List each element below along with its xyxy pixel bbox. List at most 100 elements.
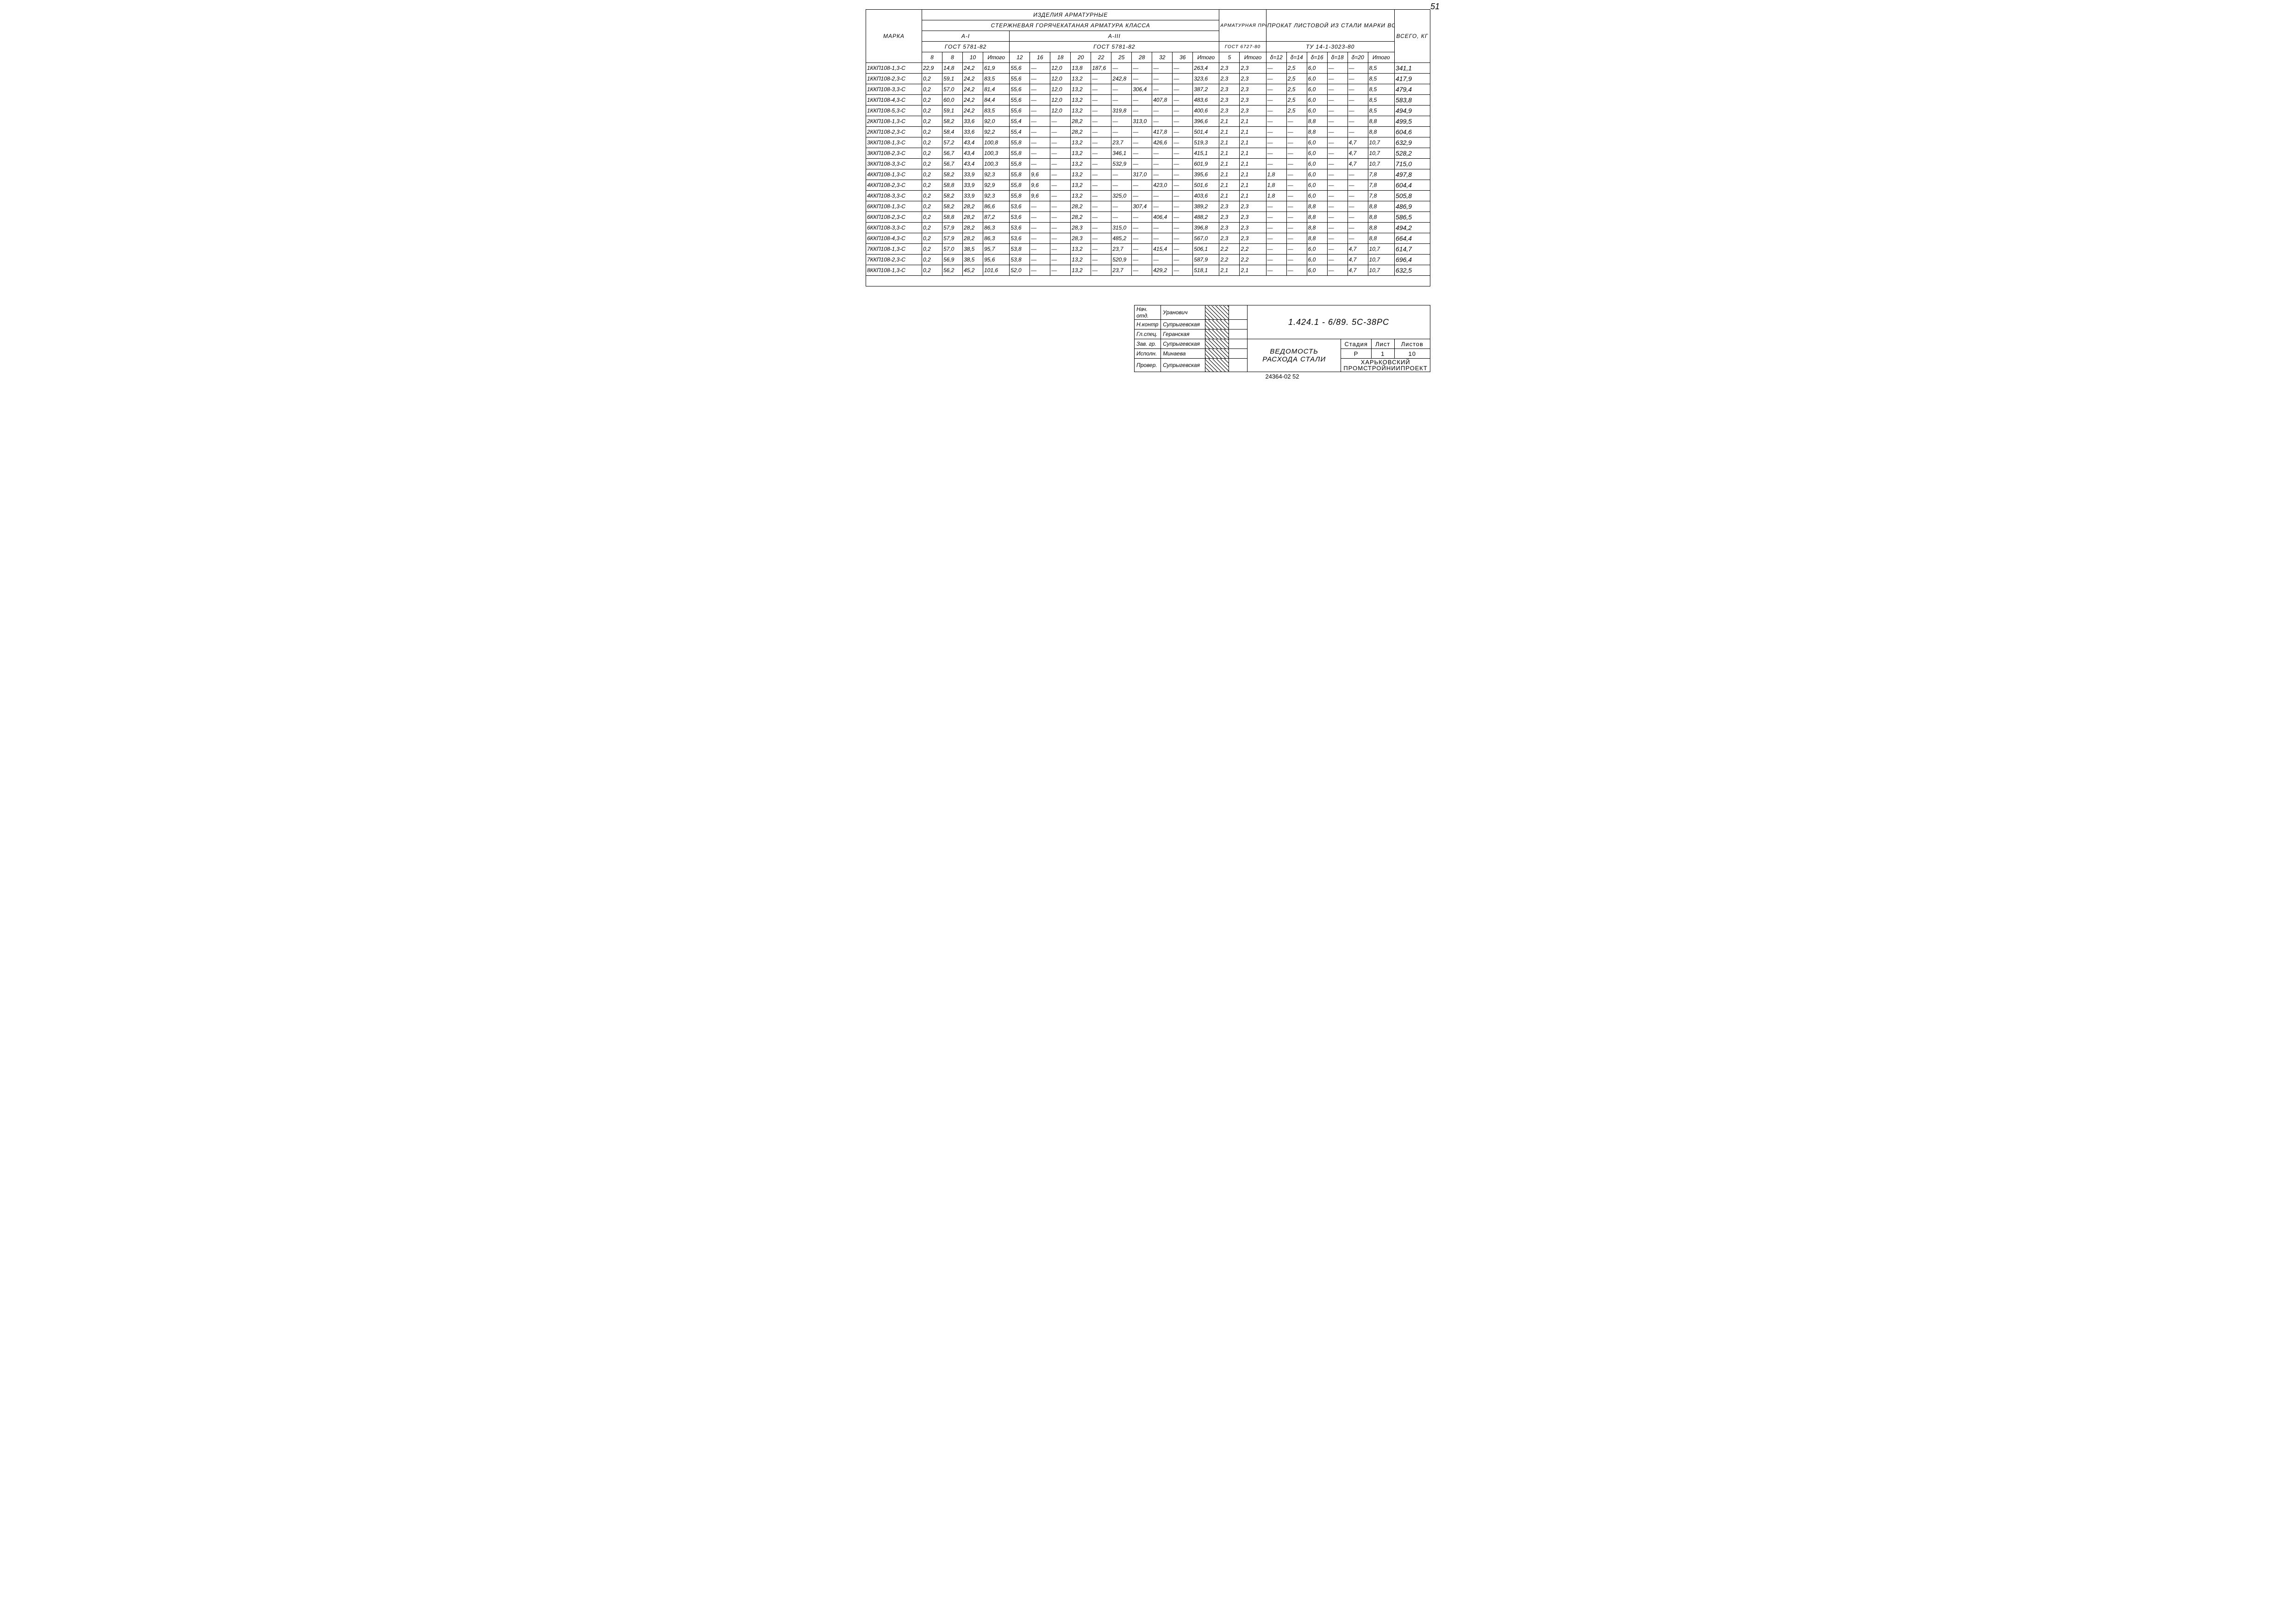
col-a1-1: 8 <box>942 52 963 63</box>
value-cell: 58,2 <box>942 191 963 201</box>
value-cell: 2,3 <box>1240 84 1266 95</box>
value-cell: 396,6 <box>1193 116 1219 127</box>
value-cell: 346,1 <box>1111 148 1132 159</box>
value-cell: 28,2 <box>963 223 983 233</box>
value-cell: 28,3 <box>1071 233 1091 244</box>
value-cell: — <box>1132 212 1152 223</box>
value-cell: 2,2 <box>1219 244 1240 255</box>
value-cell: — <box>1132 255 1152 265</box>
value-cell: 24,2 <box>963 63 983 74</box>
value-cell: 28,2 <box>963 201 983 212</box>
value-cell: — <box>1152 201 1173 212</box>
value-cell: 53,6 <box>1010 233 1030 244</box>
value-cell: 55,4 <box>1010 127 1030 137</box>
total-cell: 499,5 <box>1394 116 1430 127</box>
marka-cell: 2ККП108-2,3-С <box>866 127 922 137</box>
value-cell: — <box>1132 137 1152 148</box>
value-cell: 9,6 <box>1030 180 1050 191</box>
marka-cell: 4ККП108-2,3-С <box>866 180 922 191</box>
value-cell: — <box>1266 212 1286 223</box>
value-cell: 2,1 <box>1240 116 1266 127</box>
value-cell: — <box>1030 255 1050 265</box>
table-row: 6ККП108-4,3-С0,257,928,286,353,6——28,3—4… <box>866 233 1430 244</box>
total-cell: 486,9 <box>1394 201 1430 212</box>
value-cell: 7,8 <box>1368 191 1394 201</box>
value-cell: 417,8 <box>1152 127 1173 137</box>
value-cell: — <box>1266 74 1286 84</box>
value-cell: — <box>1091 244 1111 255</box>
marka-cell: 4ККП108-1,3-С <box>866 169 922 180</box>
value-cell: — <box>1286 255 1307 265</box>
value-cell: 2,3 <box>1219 84 1240 95</box>
value-cell: 13,2 <box>1071 84 1091 95</box>
value-cell: 6,0 <box>1307 169 1327 180</box>
table-row: 6ККП108-1,3-С0,258,228,286,653,6——28,2——… <box>866 201 1430 212</box>
value-cell: — <box>1327 212 1348 223</box>
stage-v2: 10 <box>1394 349 1430 359</box>
value-cell: 33,9 <box>963 169 983 180</box>
value-cell: — <box>1030 201 1050 212</box>
col-a1-3: Итого <box>983 52 1010 63</box>
value-cell: — <box>1132 148 1152 159</box>
value-cell: 319,8 <box>1111 106 1132 116</box>
value-cell: — <box>1030 265 1050 276</box>
value-cell: — <box>1050 159 1071 169</box>
value-cell: 2,3 <box>1240 106 1266 116</box>
value-cell: 58,2 <box>942 169 963 180</box>
value-cell: 429,2 <box>1152 265 1173 276</box>
value-cell: 7,8 <box>1368 169 1394 180</box>
doc-title-2: РАСХОДА СТАЛИ <box>1262 355 1326 363</box>
value-cell: 2,1 <box>1219 116 1240 127</box>
value-cell: 587,9 <box>1193 255 1219 265</box>
value-cell: 28,2 <box>1071 201 1091 212</box>
value-cell: 317,0 <box>1132 169 1152 180</box>
value-cell: 2,3 <box>1240 212 1266 223</box>
value-cell: 315,0 <box>1111 223 1132 233</box>
hdr-tu: ТУ 14-1-3023-80 <box>1266 42 1394 52</box>
value-cell: 55,8 <box>1010 137 1030 148</box>
value-cell: 2,2 <box>1240 255 1266 265</box>
value-cell: — <box>1132 63 1152 74</box>
value-cell: — <box>1348 95 1368 106</box>
value-cell: 263,4 <box>1193 63 1219 74</box>
value-cell: 2,3 <box>1240 95 1266 106</box>
value-cell: 6,0 <box>1307 265 1327 276</box>
value-cell: — <box>1286 212 1307 223</box>
value-cell: — <box>1050 148 1071 159</box>
value-cell: 24,2 <box>963 84 983 95</box>
marka-cell: 2ККП108-1,3-С <box>866 116 922 127</box>
value-cell: — <box>1348 233 1368 244</box>
value-cell: — <box>1327 159 1348 169</box>
value-cell: — <box>1286 116 1307 127</box>
value-cell: 2,1 <box>1240 137 1266 148</box>
marka-cell: 3ККП108-3,3-С <box>866 159 922 169</box>
value-cell: — <box>1327 137 1348 148</box>
value-cell: 55,8 <box>1010 180 1030 191</box>
value-cell: — <box>1348 180 1368 191</box>
value-cell: — <box>1152 191 1173 201</box>
value-cell: 0,2 <box>922 255 942 265</box>
col-a3-4: 22 <box>1091 52 1111 63</box>
value-cell: 601,9 <box>1193 159 1219 169</box>
value-cell: 43,4 <box>963 148 983 159</box>
value-cell: — <box>1050 137 1071 148</box>
value-cell: — <box>1266 244 1286 255</box>
value-cell: 55,8 <box>1010 191 1030 201</box>
table-row: 2ККП108-1,3-С0,258,233,692,055,4——28,2——… <box>866 116 1430 127</box>
value-cell: 14,8 <box>942 63 963 74</box>
value-cell: 567,0 <box>1193 233 1219 244</box>
marka-cell: 3ККП108-1,3-С <box>866 137 922 148</box>
value-cell: 8,5 <box>1368 74 1394 84</box>
value-cell: 8,5 <box>1368 84 1394 95</box>
value-cell: 6,0 <box>1307 74 1327 84</box>
value-cell: 488,2 <box>1193 212 1219 223</box>
value-cell: 13,2 <box>1071 159 1091 169</box>
value-cell: 38,5 <box>963 255 983 265</box>
value-cell: — <box>1091 223 1111 233</box>
value-cell: 403,6 <box>1193 191 1219 201</box>
value-cell: 13,2 <box>1071 74 1091 84</box>
value-cell: 6,0 <box>1307 106 1327 116</box>
org-2: ПРОМСТРОЙНИИПРОЕКТ <box>1343 365 1428 372</box>
value-cell: — <box>1173 265 1193 276</box>
col-a3-1: 16 <box>1030 52 1050 63</box>
